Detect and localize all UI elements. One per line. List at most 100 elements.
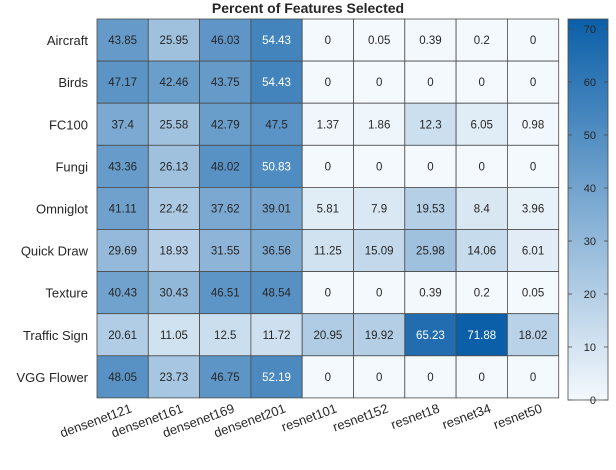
cell-value-label: 0 [530, 372, 536, 384]
cell-value-label: 0 [325, 161, 331, 173]
heatmap-cell [147, 102, 201, 146]
heatmap-cell [96, 144, 149, 188]
row-labels: Aircraft Birds FC100 Fungi Omniglot Quick Dra… [16, 33, 88, 385]
cell-value-label: 1.86 [368, 119, 390, 131]
cell-value-label: 19.92 [365, 330, 394, 342]
colorbar-tick-label: 30 [584, 236, 596, 248]
cell-value-label: 48.05 [108, 372, 137, 384]
column-label: resnet50 [491, 401, 544, 432]
heatmap-cell [353, 229, 406, 272]
cell-value-label: 48.02 [211, 161, 240, 173]
cell-value-label: 52.19 [262, 372, 291, 384]
heatmap-cell [301, 355, 354, 399]
colorbar-tick-label: 60 [584, 77, 596, 89]
cell-value-label: 43.85 [108, 35, 137, 47]
cell-value-label: 37.62 [211, 203, 240, 215]
cell-value-label: 0 [479, 77, 485, 89]
heatmap-cell [147, 229, 201, 272]
colorbar-tick-label: 70 [584, 24, 596, 36]
cell-value-label: 0 [376, 372, 382, 384]
heatmap-cell [353, 355, 406, 399]
heatmap-cell [147, 144, 201, 188]
heatmap-cell [250, 144, 303, 188]
cell-value-label: 11.25 [314, 246, 342, 258]
heatmap-cell [199, 18, 252, 62]
heatmap-cell [250, 186, 303, 230]
heatmap-cell [455, 229, 508, 272]
heatmap-cell [147, 355, 201, 399]
column-label: resnet18 [389, 401, 442, 432]
cell-value-label: 0 [325, 77, 331, 89]
colorbar-tick-label: 10 [584, 342, 596, 354]
colorbar-tick-label: 0 [590, 395, 596, 407]
cell-value-label: 0.98 [522, 119, 544, 131]
heatmap-cell [404, 313, 457, 357]
cell-value-label: 20.61 [108, 330, 137, 342]
heatmap-cell [199, 229, 252, 272]
cell-value-label: 40.43 [108, 288, 137, 300]
colorbar-tick-label: 40 [584, 183, 596, 195]
cell-value-label: 0 [530, 161, 536, 173]
heatmap-cell [96, 355, 149, 399]
cell-value-label: 18.02 [519, 330, 548, 342]
heatmap-cell [301, 229, 354, 272]
cell-value-label: 3.96 [522, 203, 544, 215]
colorbar-gradient [567, 18, 609, 401]
heatmap-cell [353, 313, 406, 357]
cell-value-label: 47.17 [108, 77, 137, 89]
heatmap-cell [96, 60, 149, 104]
heatmap-cell [250, 102, 303, 146]
cell-value-label: 43.36 [108, 161, 137, 173]
cell-value-label: 0.2 [474, 35, 490, 47]
cell-value-label: 25.58 [160, 119, 189, 131]
cell-value-label: 0 [427, 77, 433, 89]
column-label: resnet34 [440, 401, 493, 432]
cell-value-label: 71.88 [467, 330, 496, 342]
cell-value-label: 0 [376, 77, 382, 89]
cell-value-label: 31.55 [211, 246, 240, 258]
cell-value-label: 48.54 [262, 288, 291, 300]
cell-value-label: 0.05 [522, 288, 544, 300]
heatmap-cell [404, 271, 457, 315]
cell-value-label: 12.3 [419, 119, 441, 131]
cell-value-label: 0.39 [419, 35, 441, 47]
cell-value-label: 47.5 [265, 119, 287, 131]
cell-value-label: 15.09 [365, 246, 394, 258]
cell-value-label: 46.75 [211, 372, 240, 384]
cell-value-label: 36.56 [262, 246, 291, 258]
heatmap-cell [96, 102, 149, 146]
heatmap-cell [506, 144, 560, 188]
row-label: Aircraft [47, 33, 89, 48]
cell-value-label: 54.43 [262, 77, 291, 89]
cell-value-label: 0 [427, 161, 433, 173]
heatmap-cell [506, 313, 560, 357]
cell-value-label: 12.5 [214, 330, 236, 342]
cell-value-label: 1.37 [317, 119, 339, 131]
heatmap-cell [353, 186, 406, 230]
cell-value-label: 37.4 [111, 119, 134, 131]
column-labels: densenet121densenet161densenet169densene… [58, 401, 544, 441]
cell-value-label: 43.75 [211, 77, 240, 89]
cell-value-label: 19.53 [416, 203, 445, 215]
heatmap-cell [96, 186, 149, 230]
row-label: Omniglot [36, 201, 88, 216]
cell-value-label: 0 [325, 35, 331, 47]
heatmap-cell [404, 60, 457, 104]
cell-value-label: 7.9 [371, 203, 387, 215]
heatmap-cell [147, 271, 201, 315]
heatmap-cell [199, 60, 252, 104]
cell-value-label: 14.06 [467, 246, 496, 258]
cell-value-label: 0.2 [474, 288, 490, 300]
column-label: resnet101 [279, 401, 338, 435]
cell-value-label: 0 [325, 372, 331, 384]
row-label: Quick Draw [21, 244, 89, 259]
cell-value-label: 23.73 [160, 372, 189, 384]
cell-value-label: 42.79 [211, 119, 240, 131]
heatmap-cell [301, 102, 354, 146]
heatmap-cell [250, 313, 303, 357]
heatmap-cell [404, 355, 457, 399]
cell-value-label: 25.98 [416, 246, 445, 258]
heatmap-cell [301, 60, 354, 104]
cell-value-label: 11.05 [160, 330, 188, 342]
